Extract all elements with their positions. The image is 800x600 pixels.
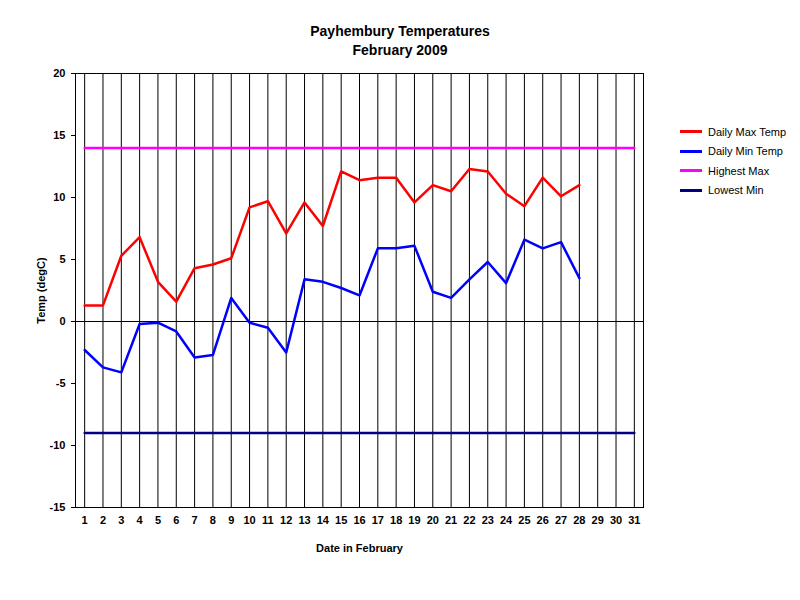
html-text:Lowest Min: Lowest Min	[708, 184, 764, 197]
svg-text:21: 21	[445, 514, 457, 526]
svg-text:24: 24	[500, 514, 513, 526]
svg-text:2: 2	[100, 514, 106, 526]
svg-text:14: 14	[317, 514, 330, 526]
svg-text:8: 8	[210, 514, 216, 526]
svg-text:0: 0	[59, 315, 65, 327]
svg-text:15: 15	[53, 129, 65, 141]
html-text:Highest Max: Highest Max	[708, 164, 770, 177]
svg-text:-5: -5	[56, 377, 66, 389]
svg-text:10: 10	[243, 514, 255, 526]
svg-text:30: 30	[610, 514, 622, 526]
svg-text:28: 28	[573, 514, 585, 526]
svg-text:16: 16	[353, 514, 365, 526]
svg-text:27: 27	[555, 514, 567, 526]
html-text:Daily Max Temp: Daily Max Temp	[708, 125, 786, 138]
svg-text:29: 29	[592, 514, 604, 526]
svg-text:31: 31	[628, 514, 640, 526]
svg-text:25: 25	[518, 514, 530, 526]
svg-text:23: 23	[482, 514, 494, 526]
svg-text:18: 18	[390, 514, 402, 526]
svg-text:19: 19	[408, 514, 420, 526]
svg-text:4: 4	[137, 514, 144, 526]
svg-text:5: 5	[155, 514, 161, 526]
svg-text:11: 11	[262, 514, 274, 526]
svg-text:20: 20	[53, 67, 65, 79]
svg-text:-10: -10	[50, 439, 66, 451]
svg-text:13: 13	[298, 514, 310, 526]
svg-text:22: 22	[463, 514, 475, 526]
html-text:Payhembury Temperatures: Payhembury Temperatures	[310, 23, 490, 39]
svg-text:7: 7	[192, 514, 198, 526]
html-text:Daily Min Temp: Daily Min Temp	[708, 145, 783, 158]
html-text:February 2009: February 2009	[352, 42, 448, 58]
svg-text:6: 6	[173, 514, 179, 526]
svg-text:9: 9	[228, 514, 234, 526]
svg-text:10: 10	[53, 191, 65, 203]
svg-text:1: 1	[82, 514, 88, 526]
svg-text:-15: -15	[50, 501, 66, 513]
svg-text:5: 5	[59, 253, 65, 265]
svg-text:Date in February: Date in February	[316, 542, 404, 554]
svg-text:3: 3	[118, 514, 124, 526]
svg-text:12: 12	[280, 514, 292, 526]
svg-text:26: 26	[537, 514, 549, 526]
svg-text:15: 15	[335, 514, 347, 526]
svg-text:17: 17	[372, 514, 384, 526]
svg-text:Temp (degC): Temp (degC)	[35, 257, 47, 324]
svg-text:20: 20	[427, 514, 439, 526]
